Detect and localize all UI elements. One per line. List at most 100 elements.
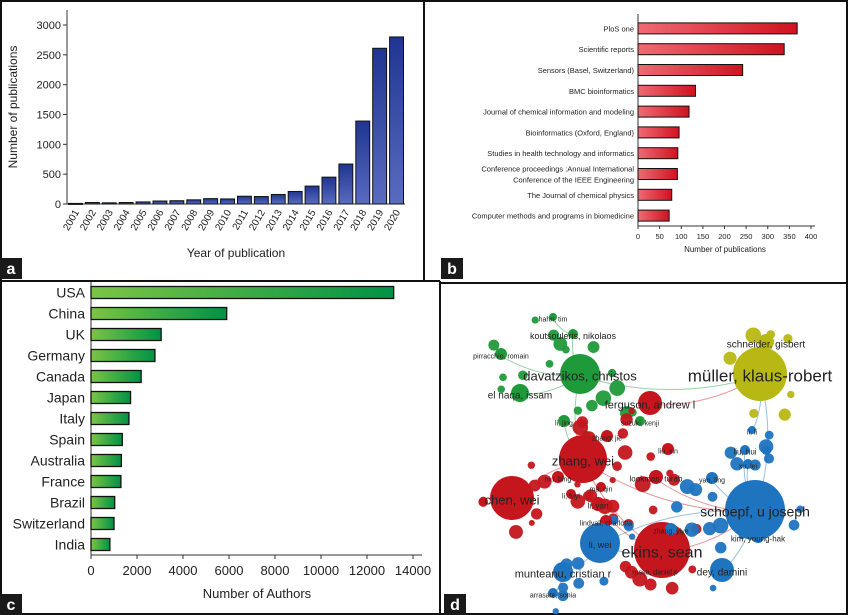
panel-letter: a (7, 261, 16, 278)
network-node (548, 329, 560, 341)
x-tick-label: 2020 (382, 208, 403, 233)
bar (637, 43, 785, 56)
network-node (527, 461, 536, 469)
node-label: dey, damini (697, 567, 747, 578)
network-node (725, 480, 785, 540)
network-node (612, 461, 622, 471)
network-node (787, 390, 795, 399)
node-label: schoepf, u joseph (700, 504, 810, 520)
node-label: schneider, gisbert (727, 339, 806, 350)
panel-b-chart: 0 50 100 150 200 250 300 350 400 PloS one Scientif… (472, 14, 817, 254)
x-tick-label: 2005 (129, 208, 150, 233)
network-node (552, 471, 564, 483)
node-label: li, li (747, 429, 758, 436)
bar-2014 (287, 190, 303, 205)
network-node (601, 430, 613, 442)
node-label: li, fuyi (562, 493, 580, 500)
network-labels: hahn, tim koutsouleris, nikolaos pirracchi… (473, 316, 832, 599)
bar-2008 (186, 199, 202, 205)
network-node (557, 590, 569, 602)
network-node (709, 584, 717, 592)
network-node (689, 483, 703, 497)
network-node (580, 523, 620, 563)
network-node (518, 370, 528, 381)
x-tick-label: 2014 (281, 208, 302, 233)
bar (90, 390, 132, 405)
network-node (706, 472, 718, 484)
y-tick-label: 1000 (37, 139, 61, 151)
category-label: Studies in health technology and informa… (487, 149, 634, 158)
category-label: France (41, 474, 85, 490)
category-label: Spain (49, 432, 85, 448)
category-label: Italy (59, 411, 85, 427)
x-axis-label: Number of Authors (203, 586, 312, 601)
category-label: India (55, 537, 86, 553)
x-tick-label: 2010 (213, 208, 234, 233)
bar (90, 432, 123, 447)
network-node (646, 452, 656, 461)
bar-2007 (169, 200, 185, 205)
network-node (571, 557, 585, 570)
network-node (668, 473, 680, 486)
network-node (607, 368, 617, 378)
panel-c-chart: 0 2000 4000 6000 8000 10000 12000 14000 USA China… (13, 282, 431, 601)
network-node (764, 430, 774, 440)
network-node (634, 522, 690, 578)
x-tick-label: 2018 (349, 208, 370, 233)
x-tick-label: 2015 (298, 208, 319, 233)
network-node (509, 524, 523, 539)
network-node (511, 384, 529, 402)
node-label: li, jing (555, 420, 573, 427)
bar (90, 285, 395, 300)
node-label: davatzikos, christos (523, 368, 637, 383)
network-node (488, 339, 500, 351)
node-label: koutsouleris, nikolaos (530, 331, 617, 341)
x-tick-label: 14000 (395, 563, 431, 578)
bar (637, 84, 697, 97)
network-node (495, 348, 507, 360)
network-node (620, 413, 633, 426)
bar-2012 (253, 196, 269, 205)
network-node (558, 582, 569, 593)
bar (637, 188, 673, 201)
network-node (573, 406, 583, 415)
x-tick-label: 2013 (264, 208, 285, 233)
bar-2013 (270, 193, 286, 205)
x-tick-label: 2000 (123, 563, 152, 578)
network-node (591, 497, 605, 511)
y-tick-label: 3000 (37, 20, 61, 32)
network-node (530, 508, 543, 520)
network-node (638, 391, 662, 415)
bar (637, 105, 690, 118)
network-node (748, 426, 756, 434)
panel-letter-box (441, 258, 463, 279)
bar-2004 (118, 202, 134, 205)
x-tick-label: 2012 (247, 208, 268, 233)
bar (637, 147, 679, 160)
x-axis-label: Number of publications (684, 245, 766, 254)
network-node (788, 519, 800, 531)
node-label: ma, qin (590, 486, 613, 493)
network-nodes (478, 313, 804, 615)
y-tick-label: 0 (55, 199, 61, 211)
bar (90, 348, 156, 363)
bar (90, 369, 142, 384)
network-node (724, 446, 737, 459)
network-node (733, 347, 787, 401)
bar (90, 411, 130, 426)
network-node (617, 428, 629, 439)
network-node (758, 334, 774, 350)
network-node (703, 522, 717, 536)
network-node (628, 407, 635, 415)
x-tick-label: 0 (636, 232, 640, 241)
x-tick-label: 8000 (261, 563, 290, 578)
node-label: arrasate, sonia (530, 592, 576, 599)
node-label: lookman, turab (630, 475, 683, 484)
x-tick-label: 12000 (349, 563, 385, 578)
x-tick-label: 300 (761, 232, 774, 241)
category-label: BMC bioinformatics (569, 87, 634, 96)
network-node (710, 558, 734, 582)
network-node (740, 445, 750, 455)
network-node (783, 333, 793, 344)
category-label: Germany (27, 348, 85, 364)
